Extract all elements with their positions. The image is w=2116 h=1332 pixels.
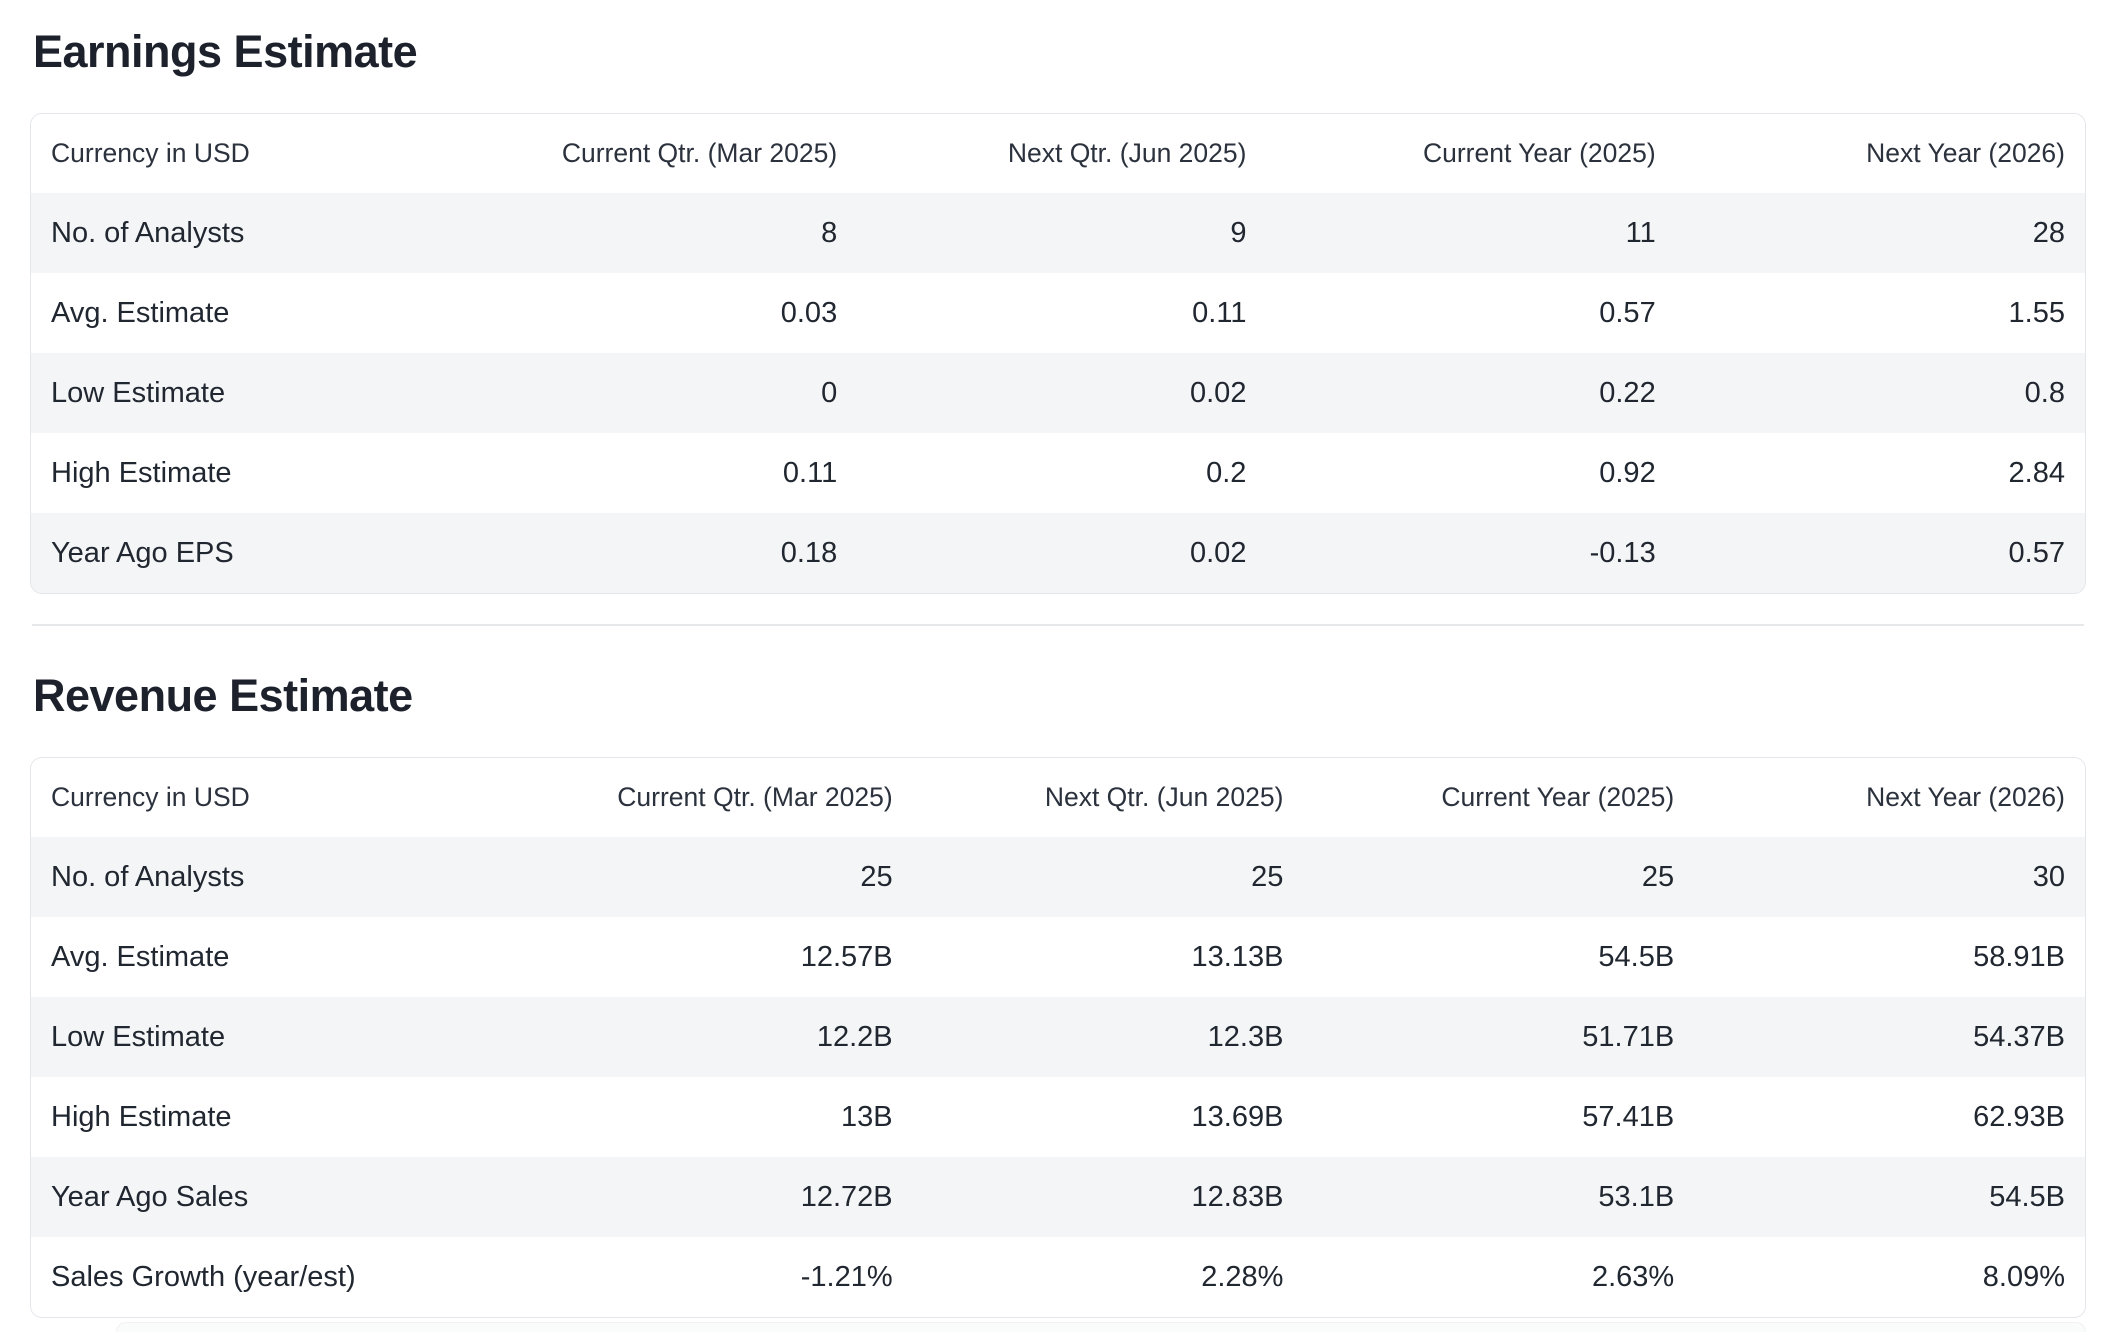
table-row: High Estimate 0.11 0.2 0.92 2.84 xyxy=(31,433,2085,513)
column-header-next-qtr: Next Qtr. (Jun 2025) xyxy=(857,114,1267,193)
cell-value: 0.18 xyxy=(780,536,838,569)
table-header: Currency in USD Current Qtr. (Mar 2025) … xyxy=(31,114,2085,193)
cell-value: 12.57B xyxy=(800,940,893,973)
column-header-currency: Currency in USD xyxy=(31,758,522,837)
earnings-estimate-section: Earnings Estimate Currency in USD Curren… xyxy=(16,26,2100,594)
revenue-estimate-section: Revenue Estimate Currency in USD Current… xyxy=(16,670,2100,1318)
cell-value: 12.83B xyxy=(1191,1180,1284,1213)
earnings-estimate-title: Earnings Estimate xyxy=(33,26,418,77)
cell-value: 1.55 xyxy=(2008,296,2065,329)
table-row: Avg. Estimate 0.03 0.11 0.57 1.55 xyxy=(31,273,2085,353)
cell-value: 25 xyxy=(1251,860,1284,893)
cell-value: 0.92 xyxy=(1599,456,1656,489)
column-header-current-qtr: Current Qtr. (Mar 2025) xyxy=(521,758,913,837)
row-label: Year Ago Sales xyxy=(51,1180,249,1213)
earnings-estimate-card: Currency in USD Current Qtr. (Mar 2025) … xyxy=(30,113,2086,594)
table-row: Sales Growth (year/est) -1.21% 2.28% 2.63% 8… xyxy=(31,1237,2085,1317)
revenue-estimate-title: Revenue Estimate xyxy=(33,670,413,721)
table-header: Currency in USD Current Qtr. (Mar 2025) … xyxy=(31,758,2085,837)
row-label: Avg. Estimate xyxy=(51,940,230,973)
cell-value: 53.1B xyxy=(1598,1180,1675,1213)
cell-value: 0.11 xyxy=(1192,296,1247,329)
cell-value: 8 xyxy=(821,216,838,249)
table-body: No. of Analysts 8 9 11 28 Avg. Estimate 0.03 0.… xyxy=(31,193,2085,593)
cell-value: -1.21% xyxy=(800,1260,893,1293)
cell-value: -0.13 xyxy=(1589,536,1656,569)
cell-value: 0.2 xyxy=(1206,456,1247,489)
cell-value: 25 xyxy=(860,860,893,893)
cell-value: 30 xyxy=(2032,860,2065,893)
cell-value: 0.11 xyxy=(782,456,838,489)
cell-value: 12.3B xyxy=(1207,1020,1284,1053)
cell-value: 2.84 xyxy=(2008,456,2065,489)
cell-value: 12.72B xyxy=(800,1180,893,1213)
cell-value: 0 xyxy=(821,376,838,409)
cell-value: 25 xyxy=(1641,860,1675,893)
column-header-next-year: Next Year (2026) xyxy=(1694,758,2085,837)
row-label: High Estimate xyxy=(51,456,232,489)
cell-value: 8.09% xyxy=(1982,1260,2065,1293)
earnings-estimate-table: Currency in USD Current Qtr. (Mar 2025) … xyxy=(31,114,2085,593)
cell-value: 54.5B xyxy=(1598,940,1675,973)
table-row: Avg. Estimate 12.57B 13.13B 54.5B 58.91B xyxy=(31,917,2085,997)
cell-value: 9 xyxy=(1230,216,1247,249)
cell-value: 0.22 xyxy=(1599,376,1656,409)
cell-value: 11 xyxy=(1625,216,1656,249)
table-row: High Estimate 13B 13.69B 57.41B 62.93B xyxy=(31,1077,2085,1157)
cell-value: 51.71B xyxy=(1582,1020,1675,1053)
cell-value: 57.41B xyxy=(1582,1100,1675,1133)
column-header-current-year: Current Year (2025) xyxy=(1266,114,1676,193)
table-row: No. of Analysts 8 9 11 28 xyxy=(31,193,2085,273)
table-row: Year Ago Sales 12.72B 12.83B 53.1B 54.5B xyxy=(31,1157,2085,1237)
cell-value: 0.02 xyxy=(1190,536,1247,569)
revenue-estimate-table: Currency in USD Current Qtr. (Mar 2025) … xyxy=(31,758,2085,1317)
cell-value: 13B xyxy=(841,1100,893,1133)
cell-value: 0.03 xyxy=(780,296,838,329)
table-row: No. of Analysts 25 25 25 30 xyxy=(31,837,2085,917)
cell-value: 62.93B xyxy=(1973,1100,2065,1133)
cell-value: 28 xyxy=(2032,216,2065,249)
column-header-currency: Currency in USD xyxy=(31,114,448,193)
column-header-current-qtr: Current Qtr. (Mar 2025) xyxy=(447,114,858,193)
cell-value: 58.91B xyxy=(1973,940,2065,973)
column-header-current-year: Current Year (2025) xyxy=(1303,758,1695,837)
row-label: No. of Analysts xyxy=(51,860,245,893)
cell-value: 0.8 xyxy=(2024,376,2065,409)
cell-value: 2.28% xyxy=(1201,1260,1284,1293)
cell-value: 13.13B xyxy=(1191,940,1284,973)
table-row: Year Ago EPS 0.18 0.02 -0.13 0.57 xyxy=(31,513,2085,593)
column-header-next-qtr: Next Qtr. (Jun 2025) xyxy=(912,758,1304,837)
next-section-peek xyxy=(116,1322,2086,1332)
revenue-estimate-card: Currency in USD Current Qtr. (Mar 2025) … xyxy=(30,757,2086,1318)
row-label: Sales Growth (year/est) xyxy=(51,1260,356,1293)
cell-value: 13.69B xyxy=(1191,1100,1284,1133)
table-row: Low Estimate 12.2B 12.3B 51.71B 54.37B xyxy=(31,997,2085,1077)
cell-value: 0.02 xyxy=(1190,376,1247,409)
row-label: High Estimate xyxy=(51,1100,232,1133)
cell-value: 54.37B xyxy=(1973,1020,2065,1053)
row-label: Low Estimate xyxy=(51,1020,226,1053)
cell-value: 54.5B xyxy=(1989,1180,2065,1213)
row-label: No. of Analysts xyxy=(51,216,245,249)
column-header-next-year: Next Year (2026) xyxy=(1675,114,2085,193)
cell-value: 0.57 xyxy=(2008,536,2065,569)
row-label: Avg. Estimate xyxy=(51,296,230,329)
row-label: Year Ago EPS xyxy=(51,536,234,569)
cell-value: 12.2B xyxy=(816,1020,893,1053)
row-label: Low Estimate xyxy=(51,376,226,409)
header-row: Currency in USD Current Qtr. (Mar 2025) … xyxy=(31,114,2085,193)
table-row: Low Estimate 0 0.02 0.22 0.8 xyxy=(31,353,2085,433)
cell-value: 0.57 xyxy=(1599,296,1656,329)
section-divider xyxy=(32,624,2084,626)
header-row: Currency in USD Current Qtr. (Mar 2025) … xyxy=(31,758,2085,837)
table-body: No. of Analysts 25 25 25 30 Avg. Estimate 12.5… xyxy=(31,837,2085,1317)
cell-value: 2.63% xyxy=(1591,1260,1675,1293)
